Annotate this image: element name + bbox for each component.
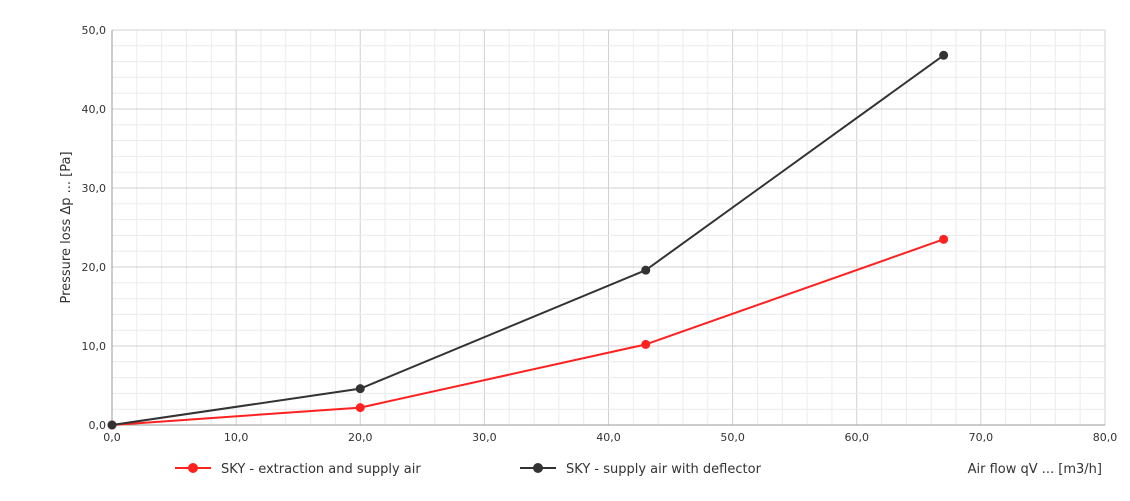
data-point: [939, 234, 949, 244]
grid: [111, 29, 1106, 426]
data-point: [641, 265, 651, 275]
axes: [111, 30, 1105, 426]
x-tick-label: 50,0: [720, 431, 745, 444]
data-point: [939, 50, 949, 60]
x-tick-label: 20,0: [348, 431, 373, 444]
y-tick-label: 50,0: [82, 24, 107, 37]
data-point: [355, 403, 365, 413]
y-axis-title: Pressure loss Δp ... [Pa]: [59, 151, 74, 303]
legend: SKY - extraction and supply air SKY - sup…: [175, 462, 762, 477]
series-layer: [107, 50, 949, 430]
data-point: [107, 420, 117, 430]
x-tick-label: 60,0: [845, 431, 870, 444]
legend-label: SKY - extraction and supply air: [221, 462, 421, 477]
y-tick-label: 10,0: [82, 340, 107, 353]
y-tick-label: 30,0: [82, 182, 107, 195]
tick-labels: 0,0 10,0 20,0 30,0 40,0 50,0 60,0 70,0 80,0 0,0 10…: [82, 24, 1118, 444]
y-tick-label: 20,0: [82, 261, 107, 274]
series-line: [111, 54, 945, 426]
x-tick-label: 40,0: [596, 431, 621, 444]
y-tick-label: 0,0: [89, 419, 107, 432]
x-tick-label: 10,0: [224, 431, 249, 444]
x-tick-label: 30,0: [472, 431, 497, 444]
legend-marker: [188, 463, 198, 473]
y-tick-label: 40,0: [82, 103, 107, 116]
legend-marker: [533, 463, 543, 473]
x-axis-title: Air flow qV ... [m3/h]: [968, 462, 1102, 477]
series-line: [111, 238, 944, 426]
x-tick-label: 70,0: [969, 431, 994, 444]
data-point: [355, 384, 365, 394]
data-point: [641, 339, 651, 349]
legend-label: SKY - supply air with deflector: [566, 462, 762, 477]
x-tick-label: 0,0: [103, 431, 121, 444]
x-tick-label: 80,0: [1093, 431, 1118, 444]
